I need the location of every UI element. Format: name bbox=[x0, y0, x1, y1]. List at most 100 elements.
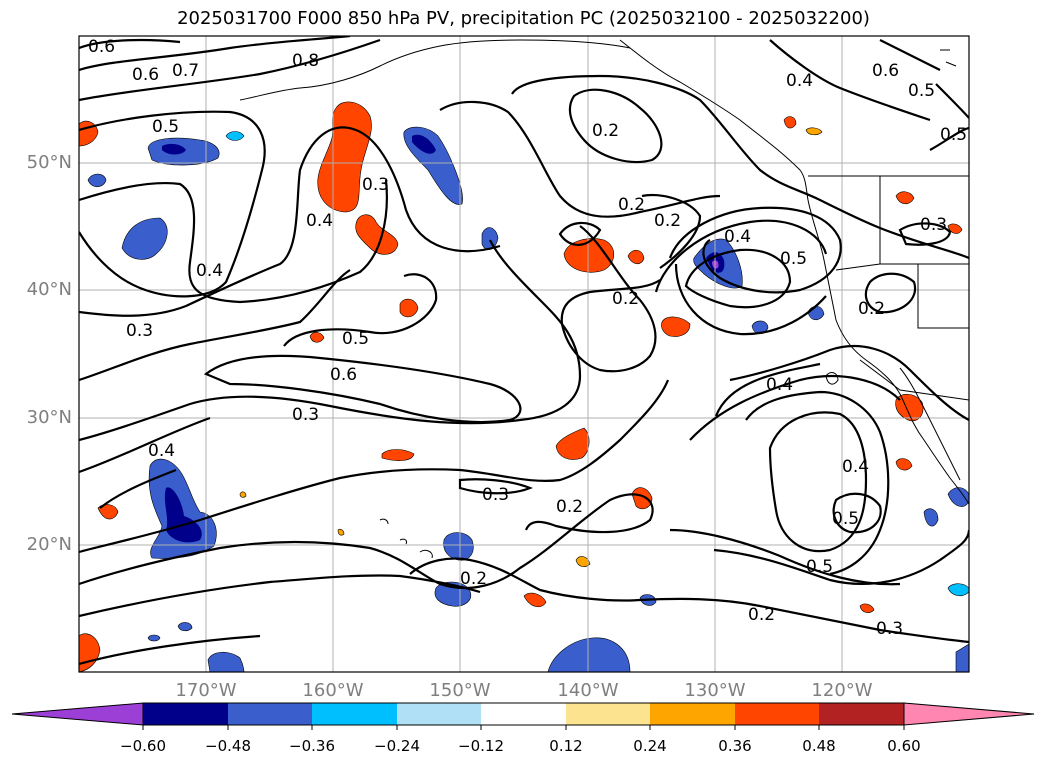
fill-neg-small-10 bbox=[147, 634, 161, 642]
contour-label: 0.5 bbox=[908, 81, 935, 101]
fill-pos-small-10 bbox=[859, 603, 875, 613]
fill-pos-157w-45n bbox=[355, 214, 399, 255]
colorbar-tick-label: −0.24 bbox=[374, 737, 420, 755]
fill-neg-gulf-core bbox=[412, 134, 436, 154]
lat-tick-label: 50°N bbox=[26, 152, 72, 173]
lon-tick-label: 160°W bbox=[302, 680, 364, 701]
contour-label: 0.5 bbox=[832, 509, 859, 529]
colorbar-segment bbox=[228, 703, 312, 725]
pv-contours bbox=[79, 36, 969, 666]
lon-tick-label: 140°W bbox=[557, 680, 619, 701]
contour-label: 0.4 bbox=[196, 261, 223, 281]
colorbar-extend-min bbox=[11, 702, 144, 726]
fill-pos-small-5 bbox=[895, 191, 915, 205]
fill-pos-116w-30n bbox=[895, 393, 924, 422]
lat-tick-label: 30°N bbox=[26, 407, 72, 428]
gridlines bbox=[79, 36, 969, 672]
fill-pos-135w-24n bbox=[631, 487, 653, 510]
contour-label: 0.3 bbox=[292, 405, 319, 425]
lon-tick-label: 120°W bbox=[811, 680, 873, 701]
fill-pos-small-2 bbox=[627, 249, 645, 265]
map-title: 2025031700 F000 850 hPa PV, precipitatio… bbox=[177, 8, 870, 29]
fill-neg-150w-20n bbox=[443, 532, 474, 561]
colorbar-tick-label: −0.60 bbox=[120, 737, 166, 755]
fill-pos-140w-27n bbox=[555, 427, 590, 460]
fill-neg-small-1 bbox=[87, 173, 107, 188]
fill-neg-168w-40n bbox=[121, 217, 168, 260]
positive-anomaly-fills bbox=[79, 101, 963, 672]
fill-pos-160w-50n bbox=[317, 101, 372, 213]
contour-label: 0.2 bbox=[612, 289, 639, 309]
contour-label: 0.2 bbox=[748, 605, 775, 625]
contour-label: 0.4 bbox=[842, 457, 869, 477]
colorbar-segment bbox=[566, 703, 650, 725]
colorbar-segment bbox=[312, 703, 397, 725]
contour-label: 0.3 bbox=[126, 321, 153, 341]
contour-label: 0.6 bbox=[132, 65, 159, 85]
contour-label: 0.4 bbox=[766, 375, 793, 395]
lat-tick-label: 20°N bbox=[26, 534, 72, 555]
colorbar-tick-label: −0.36 bbox=[289, 737, 335, 755]
colorbar-tick-label: 0.60 bbox=[887, 737, 921, 755]
lon-tick-label: 130°W bbox=[684, 680, 746, 701]
fill-pos-small-3 bbox=[783, 116, 797, 129]
colorbar-tick-label: 0.24 bbox=[633, 737, 667, 755]
fill-neg-small-4 bbox=[807, 305, 825, 321]
contour-label: 0.3 bbox=[920, 215, 947, 235]
fill-pos-small-9 bbox=[523, 592, 547, 608]
fill-neg-140w-14n bbox=[547, 637, 631, 672]
contour-label: 0.3 bbox=[362, 175, 389, 195]
contour-label: 0.5 bbox=[152, 117, 179, 137]
contour-label: 0.2 bbox=[858, 299, 885, 319]
lat-tick-label: 40°N bbox=[26, 279, 72, 300]
fill-neg-small-2 bbox=[481, 227, 499, 250]
fill-neg-aleutian-west-core bbox=[162, 143, 186, 155]
contour-label: 0.2 bbox=[592, 121, 619, 141]
contour-label: 0.4 bbox=[306, 211, 333, 231]
colorbar-tick-label: 0.36 bbox=[718, 737, 752, 755]
coastlines bbox=[239, 39, 969, 559]
fill-pos-134w-37n bbox=[661, 316, 691, 337]
contour-label: 0.2 bbox=[556, 497, 583, 517]
fill-pos-small-7 bbox=[895, 458, 913, 471]
colorbar-segment bbox=[819, 703, 904, 725]
colorbar-tick-label: 0.48 bbox=[802, 737, 836, 755]
fill-neg-small-8 bbox=[947, 583, 969, 597]
colorbar-segment bbox=[143, 703, 228, 725]
colorbar-tick-label: −0.12 bbox=[458, 737, 504, 755]
fill-pos-west-edge bbox=[79, 120, 99, 147]
contour-label: 0.4 bbox=[724, 227, 751, 247]
contour-label: 0.5 bbox=[806, 557, 833, 577]
contour-label: 0.3 bbox=[876, 619, 903, 639]
contour-label: 0.5 bbox=[940, 125, 967, 145]
colorbar-extend-max bbox=[903, 702, 1035, 726]
contour-label: 0.2 bbox=[460, 569, 487, 589]
contour-label: 0.6 bbox=[88, 37, 115, 57]
contour-labels: 0.6 0.7 0.8 0.6 0.5 0.4 0.5 0.5 0.6 0.3 … bbox=[88, 37, 967, 639]
fill-pos-155w-37n bbox=[399, 298, 419, 318]
fill-pos-small-4 bbox=[805, 127, 823, 136]
contour-label: 0.6 bbox=[330, 365, 357, 385]
colorbar-segment bbox=[397, 703, 481, 725]
lon-tick-label: 170°W bbox=[175, 680, 237, 701]
fill-neg-small-11 bbox=[225, 131, 245, 141]
fill-neg-small-6 bbox=[923, 508, 939, 527]
fill-neg-small-3 bbox=[751, 320, 769, 335]
fill-pos-small-6 bbox=[947, 223, 963, 234]
contour-label: 0.5 bbox=[780, 249, 807, 269]
fill-pos-152w-27n bbox=[381, 449, 415, 461]
fill-neg-small-7 bbox=[947, 487, 969, 507]
contour-label: 0.8 bbox=[292, 51, 319, 71]
map-frame bbox=[78, 35, 970, 673]
contour-label: 0.7 bbox=[172, 61, 199, 81]
fill-pos-small-1 bbox=[309, 332, 325, 343]
fill-neg-corner-se bbox=[955, 643, 969, 672]
contour-label: 0.3 bbox=[482, 485, 509, 505]
colorbar-tick-label: −0.48 bbox=[205, 737, 251, 755]
contour-label: 0.2 bbox=[618, 195, 645, 215]
colorbar-segment bbox=[735, 703, 819, 725]
contour-label: 0.4 bbox=[786, 71, 813, 91]
contour-label: 0.5 bbox=[342, 329, 369, 349]
contour-label: 0.6 bbox=[872, 61, 899, 81]
